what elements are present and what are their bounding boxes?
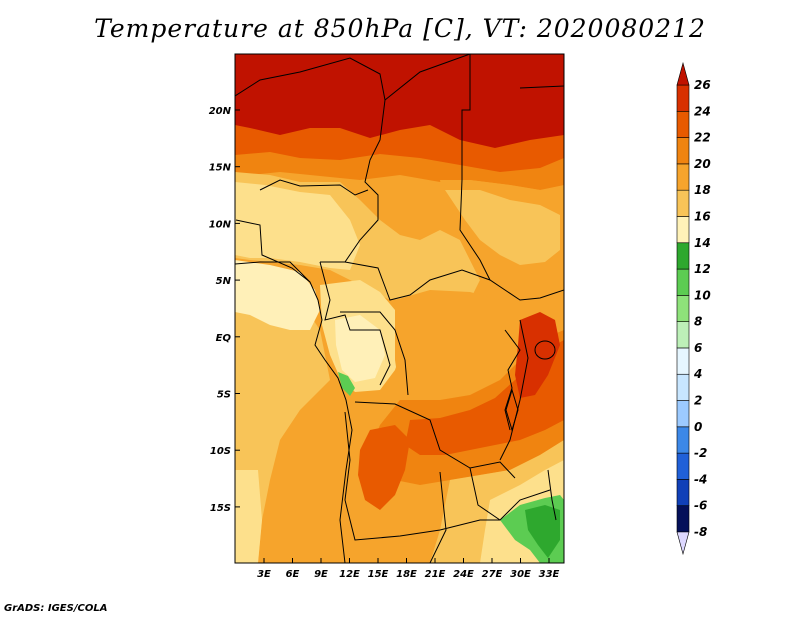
colorbar-label: -8 (694, 525, 707, 539)
latitude-axis: 20N 15N 10N 5N EQ 5S 10S 15S (209, 106, 240, 514)
field-congo-inner (335, 315, 385, 382)
grads-credit: GrADS: IGES/COLA (4, 603, 108, 614)
colorbar-label: -6 (694, 499, 707, 513)
field-north-band22 (235, 152, 564, 190)
field-se-green-dark (525, 505, 560, 558)
field-coastal-sw (235, 470, 262, 563)
lon-tick-label: 6E (286, 569, 300, 580)
border-line (259, 179, 369, 196)
border-line (235, 219, 311, 283)
longitude-axis: 3E 6E 9E 12E 15E 18E 21E 24E 27E 30E 33E (257, 558, 560, 580)
colorbar-label: 10 (694, 288, 711, 302)
colorbar-band (676, 452, 690, 480)
lon-tick-label: 3E (257, 569, 271, 580)
colorbar-top-triangle (676, 61, 690, 86)
border-line (354, 401, 516, 479)
colorbar-band (676, 426, 690, 454)
lakes (505, 340, 557, 521)
field-east-cool (445, 190, 560, 265)
lake-malawi (547, 469, 557, 521)
colorbar-band (676, 84, 690, 112)
border-line (320, 99, 386, 263)
colorbar-band (676, 268, 690, 296)
border-line (340, 311, 409, 396)
colorbar-band (676, 479, 690, 507)
lake-victoria (534, 340, 556, 360)
lat-tick-label: 5N (216, 276, 232, 287)
border-line (235, 54, 471, 101)
colorbar-band (676, 373, 690, 401)
colorbar-label: 18 (694, 183, 711, 197)
coastline (235, 261, 353, 563)
field-guinea (235, 260, 320, 330)
border-line (504, 329, 521, 431)
colorbar-band (676, 400, 690, 428)
colorbar-band (676, 505, 690, 533)
lon-tick-label: 9E (314, 569, 328, 580)
temperature-field (235, 54, 564, 563)
colorbar-label: 4 (693, 367, 702, 381)
colorbar-band (676, 321, 690, 349)
colorbar-label: 26 (694, 78, 711, 92)
colorbar-band (676, 347, 690, 375)
colorbar-label: 14 (694, 236, 711, 250)
lat-tick-label: 15S (210, 503, 231, 514)
colorbar-label: 0 (694, 420, 702, 434)
map-frame (234, 53, 565, 564)
lon-tick-label: 21E (425, 569, 446, 580)
border-line (344, 411, 500, 541)
lon-tick-label: 24E (453, 569, 474, 580)
lat-tick-label: 15N (209, 163, 232, 174)
lat-tick-label: EQ (216, 333, 232, 344)
field-north-hot (235, 54, 564, 148)
field-central (395, 290, 520, 405)
lon-tick-label: 30E (510, 569, 531, 580)
lat-tick-label: 20N (209, 106, 232, 117)
colorbar-label: 20 (694, 157, 711, 171)
lat-tick-label: 5S (217, 390, 231, 401)
field-west-green (338, 372, 355, 396)
colorbar-bottom-triangle (676, 531, 690, 556)
border-line (429, 471, 447, 563)
colorbar-label: 22 (694, 131, 711, 145)
border-line (499, 319, 529, 461)
colorbar-label: 8 (694, 315, 702, 329)
colorbar-label: -4 (694, 472, 707, 486)
border-line (519, 85, 564, 89)
colorbar-label: 2 (694, 394, 702, 408)
lon-tick-label: 12E (339, 569, 360, 580)
lon-tick-label: 15E (368, 569, 389, 580)
colorbar-band (676, 137, 690, 165)
colorbar-label: 16 (694, 209, 711, 223)
country-borders (235, 54, 564, 563)
colorbar-band (676, 242, 690, 270)
field-south-hotter (405, 340, 564, 455)
colorbar-band (676, 216, 690, 244)
map-title: Temperature at 850hPa [C], VT: 202008021… (94, 14, 706, 43)
colorbar-band (676, 110, 690, 138)
lon-tick-label: 27E (482, 569, 503, 580)
border-line (319, 261, 391, 386)
border-line (344, 261, 564, 301)
colorbar-label: 6 (694, 341, 702, 355)
border-line (459, 54, 491, 281)
colorbar-label: 12 (694, 262, 711, 276)
lat-tick-label: 10N (209, 219, 232, 230)
coast-west (235, 261, 353, 563)
lon-tick-label: 18E (396, 569, 417, 580)
colorbar-label: 24 (694, 104, 711, 118)
border-line (469, 467, 551, 521)
lon-tick-label: 33E (539, 569, 560, 580)
field-angola-hot (358, 425, 410, 510)
field-east-lakes-hot (515, 312, 560, 398)
colorbar-band (676, 295, 690, 322)
field-west-cool (235, 182, 360, 270)
colorbar-label: -2 (694, 446, 707, 460)
colorbar-band (676, 163, 690, 191)
lake-tanganyika (505, 388, 519, 432)
colorbar-band (676, 189, 690, 217)
lat-tick-label: 10S (210, 446, 231, 457)
